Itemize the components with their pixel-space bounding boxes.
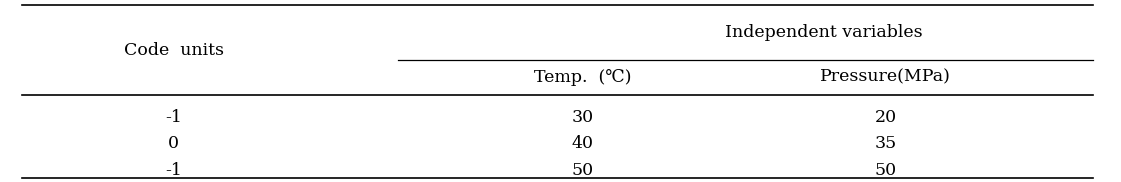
Text: 30: 30 xyxy=(572,109,594,126)
Text: Temp.  (℃): Temp. (℃) xyxy=(535,69,631,86)
Text: -1: -1 xyxy=(165,109,183,126)
Text: 0: 0 xyxy=(168,135,179,152)
Text: Pressure(MPa): Pressure(MPa) xyxy=(821,69,951,86)
Text: 40: 40 xyxy=(572,135,594,152)
Text: 50: 50 xyxy=(874,162,897,179)
Text: Code  units: Code units xyxy=(123,41,224,59)
Text: 20: 20 xyxy=(874,109,897,126)
Text: 50: 50 xyxy=(572,162,594,179)
Text: Independent variables: Independent variables xyxy=(725,24,923,41)
Text: -1: -1 xyxy=(165,162,183,179)
Text: 35: 35 xyxy=(874,135,897,152)
